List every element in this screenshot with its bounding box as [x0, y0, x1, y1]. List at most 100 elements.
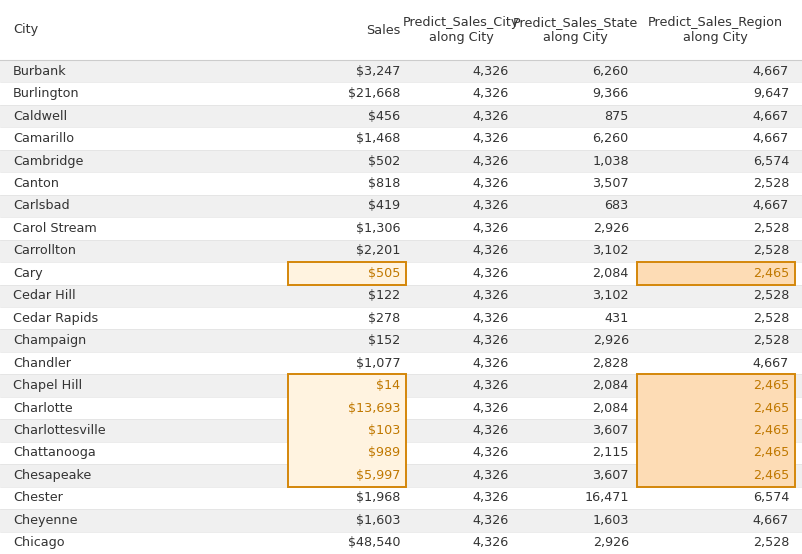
Bar [0, 397, 802, 419]
Text: 2,528: 2,528 [753, 177, 789, 190]
Text: Chandler: Chandler [13, 357, 71, 370]
Bar [637, 261, 795, 285]
Text: 6,260: 6,260 [593, 65, 629, 78]
Text: 2,084: 2,084 [593, 267, 629, 280]
Text: Chapel Hill: Chapel Hill [13, 379, 82, 392]
Text: 3,607: 3,607 [592, 469, 629, 482]
Text: 4,667: 4,667 [753, 110, 789, 122]
Text: 4,667: 4,667 [753, 199, 789, 212]
Text: 2,465: 2,465 [753, 469, 789, 482]
Bar [0, 0, 802, 60]
Text: 4,326: 4,326 [472, 65, 508, 78]
Text: $5,997: $5,997 [356, 469, 400, 482]
Text: 4,326: 4,326 [472, 402, 508, 414]
Text: Chattanooga: Chattanooga [13, 447, 95, 459]
Text: 4,326: 4,326 [472, 289, 508, 302]
Bar [0, 375, 802, 397]
Text: 4,326: 4,326 [472, 514, 508, 527]
Bar [0, 194, 802, 217]
Bar [0, 105, 802, 127]
Text: Predict_Sales_Region
along City: Predict_Sales_Region along City [648, 16, 784, 44]
Text: Charlotte: Charlotte [13, 402, 72, 414]
Text: 4,326: 4,326 [472, 177, 508, 190]
Text: 4,326: 4,326 [472, 379, 508, 392]
Bar [0, 531, 802, 554]
Bar [0, 127, 802, 150]
Text: 3,607: 3,607 [592, 424, 629, 437]
Text: $122: $122 [368, 289, 400, 302]
Text: 2,465: 2,465 [753, 447, 789, 459]
Text: City: City [13, 23, 38, 37]
Text: $48,540: $48,540 [348, 536, 400, 549]
Bar [288, 374, 406, 487]
Bar [0, 442, 802, 464]
Text: $1,306: $1,306 [356, 222, 400, 235]
Text: 2,084: 2,084 [593, 402, 629, 414]
Text: 2,528: 2,528 [753, 312, 789, 325]
Text: 2,465: 2,465 [753, 267, 789, 280]
Text: 2,926: 2,926 [593, 536, 629, 549]
Text: $989: $989 [368, 447, 400, 459]
Text: 4,326: 4,326 [472, 334, 508, 347]
Bar [0, 150, 802, 172]
Text: Predict_Sales_State
along City: Predict_Sales_State along City [512, 16, 638, 44]
Text: 4,326: 4,326 [472, 447, 508, 459]
Text: $14: $14 [376, 379, 400, 392]
Text: 2,465: 2,465 [753, 379, 789, 392]
Text: $5,997: $5,997 [356, 469, 400, 482]
Text: 875: 875 [605, 110, 629, 122]
Bar [0, 330, 802, 352]
Text: 4,326: 4,326 [472, 357, 508, 370]
Text: $456: $456 [368, 110, 400, 122]
Text: 2,528: 2,528 [753, 334, 789, 347]
Text: $989: $989 [368, 447, 400, 459]
Text: Charlottesville: Charlottesville [13, 424, 105, 437]
Text: 3,102: 3,102 [592, 289, 629, 302]
Text: Cedar Rapids: Cedar Rapids [13, 312, 98, 325]
Text: 2,465: 2,465 [753, 402, 789, 414]
Text: Caldwell: Caldwell [13, 110, 67, 122]
Text: 4,326: 4,326 [472, 222, 508, 235]
Text: 4,667: 4,667 [753, 357, 789, 370]
Bar [0, 464, 802, 486]
Text: Burlington: Burlington [13, 87, 79, 100]
Text: 1,603: 1,603 [592, 514, 629, 527]
Text: Champaign: Champaign [13, 334, 86, 347]
Bar [0, 352, 802, 375]
Bar [0, 262, 802, 285]
Text: Cary: Cary [13, 267, 43, 280]
Text: 2,528: 2,528 [753, 222, 789, 235]
Text: $1,968: $1,968 [356, 491, 400, 504]
Text: $1,468: $1,468 [356, 132, 400, 145]
Text: 4,326: 4,326 [472, 491, 508, 504]
Text: 4,667: 4,667 [753, 65, 789, 78]
Text: 4,326: 4,326 [472, 424, 508, 437]
Text: $13,693: $13,693 [348, 402, 400, 414]
Bar [0, 486, 802, 509]
Text: 2,465: 2,465 [753, 424, 789, 437]
Text: $103: $103 [368, 424, 400, 437]
Text: Carlsbad: Carlsbad [13, 199, 70, 212]
Text: 2,465: 2,465 [753, 469, 789, 482]
Text: 3,102: 3,102 [592, 244, 629, 258]
Text: Chester: Chester [13, 491, 63, 504]
Text: 683: 683 [605, 199, 629, 212]
Text: $1,077: $1,077 [355, 357, 400, 370]
Text: 16,471: 16,471 [585, 491, 629, 504]
Text: 6,260: 6,260 [593, 132, 629, 145]
Text: Cheyenne: Cheyenne [13, 514, 77, 527]
Bar [0, 285, 802, 307]
Text: 2,465: 2,465 [753, 402, 789, 414]
Text: $278: $278 [368, 312, 400, 325]
Text: $2,201: $2,201 [356, 244, 400, 258]
Bar [0, 419, 802, 442]
Text: 6,574: 6,574 [753, 491, 789, 504]
Text: 2,465: 2,465 [753, 424, 789, 437]
Text: Chesapeake: Chesapeake [13, 469, 91, 482]
Text: 4,326: 4,326 [472, 312, 508, 325]
Text: 4,667: 4,667 [753, 514, 789, 527]
Bar [0, 307, 802, 330]
Bar [637, 374, 795, 487]
Text: 4,326: 4,326 [472, 536, 508, 549]
Text: 4,326: 4,326 [472, 87, 508, 100]
